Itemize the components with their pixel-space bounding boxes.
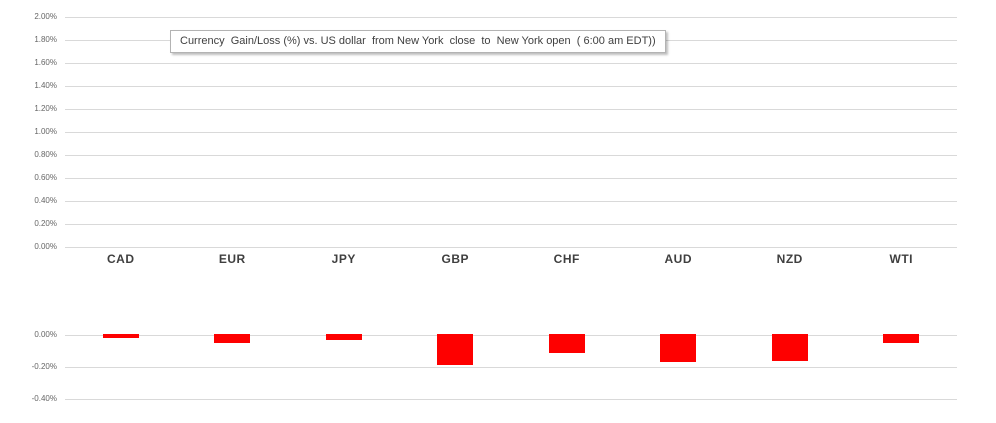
bar-nzd [771,334,808,361]
bar-cad [102,334,139,339]
upper-y-axis-tick-label: 2.00% [34,12,57,21]
upper-y-axis-tick-label: 1.20% [34,104,57,113]
lower-gridline [65,335,957,336]
lower-y-axis-tick-label: 0.00% [34,330,57,339]
category-label-aud: AUD [664,252,692,266]
upper-gridline [65,247,957,248]
lower-y-axis-tick-label: -0.20% [31,362,57,371]
upper-gridline [65,155,957,156]
lower-y-axis-tick-label: -0.40% [31,394,57,403]
upper-y-axis-tick-label: 1.40% [34,81,57,90]
category-label-chf: CHF [553,252,580,266]
upper-gridline [65,17,957,18]
upper-y-axis-tick-label: 0.40% [34,196,57,205]
category-label-wti: WTI [889,252,913,266]
bar-chf [548,334,585,353]
upper-y-axis-tick-label: 0.60% [34,173,57,182]
upper-y-axis-tick-label: 0.80% [34,150,57,159]
lower-gridline [65,399,957,400]
upper-y-axis-tick-label: 1.60% [34,58,57,67]
upper-y-axis-tick-label: 1.80% [34,35,57,44]
upper-gridline [65,178,957,179]
bar-gbp [437,334,474,366]
upper-gridline [65,224,957,225]
upper-y-axis-tick-label: 1.00% [34,127,57,136]
upper-gridline [65,63,957,64]
bar-jpy [325,334,362,340]
category-label-jpy: JPY [331,252,356,266]
category-label-eur: EUR [218,252,246,266]
upper-y-axis-tick-label: 0.20% [34,219,57,228]
bar-eur [214,334,251,343]
upper-gridline [65,201,957,202]
category-label-nzd: NZD [776,252,803,266]
chart-title: Currency Gain/Loss (%) vs. US dollar fro… [170,30,666,53]
bar-aud [660,334,697,363]
bar-wti [883,334,920,343]
upper-gridline [65,86,957,87]
upper-gridline [65,132,957,133]
category-label-cad: CAD [107,252,135,266]
upper-gridline [65,109,957,110]
upper-y-axis-tick-label: 0.00% [34,242,57,251]
lower-gridline [65,367,957,368]
category-label-gbp: GBP [441,252,469,266]
